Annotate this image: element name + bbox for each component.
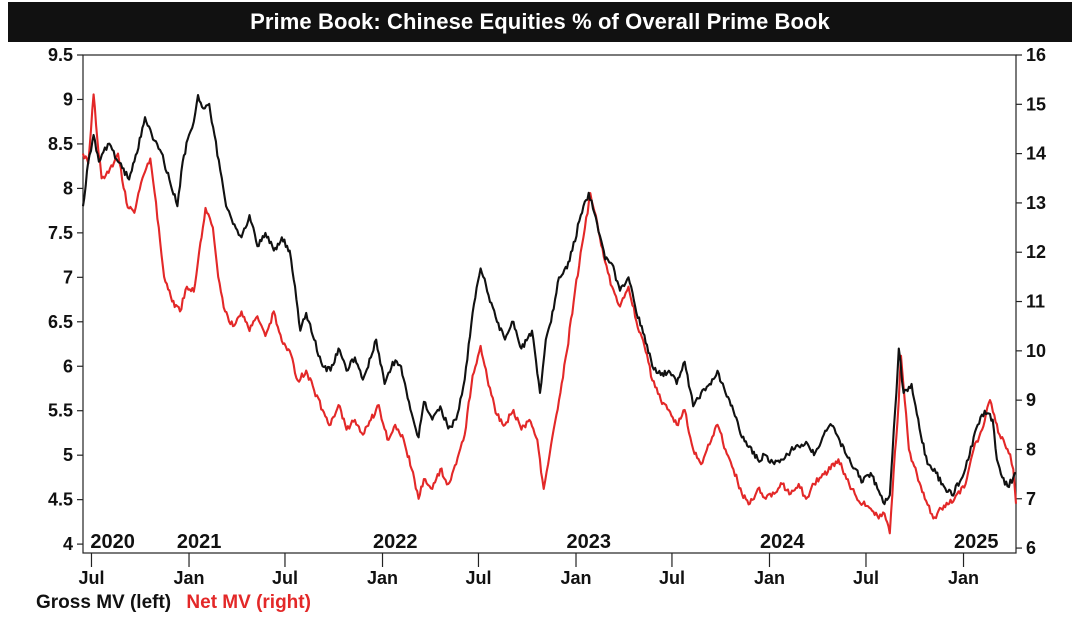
series-net-mv-line [81,93,1018,535]
year-label: 2020 [90,531,135,553]
plot-frame [82,54,1017,554]
right-tick-label: 9 [1026,390,1036,410]
legend-net-mv: Net MV (right) [186,592,311,613]
left-tick-label: 4 [63,534,73,554]
x-tick-label: Jan [948,568,979,588]
x-tick-label: Jan [174,568,205,588]
series-gross-mv-line [81,93,1017,506]
year-labels: 2020 2021 2022 2023 2024 2025 [90,531,998,553]
left-axis: 4 4.5 5 5.5 6 6.5 7 7.5 8 8.5 9 9.5 [48,45,83,554]
right-tick-label: 13 [1026,193,1046,213]
right-tick-label: 15 [1026,94,1046,114]
x-tick-label: Jul [78,568,104,588]
plot-area [82,54,1017,554]
left-tick-label: 7.5 [48,223,73,243]
chart-title: Prime Book: Chinese Equities % of Overal… [8,2,1072,42]
year-label: 2021 [177,531,222,553]
x-tick-label: Jul [272,568,298,588]
right-axis: 6 7 8 9 10 11 12 13 14 15 16 [1016,45,1046,558]
left-tick-label: 8.5 [48,134,73,154]
x-tick-label: Jul [465,568,491,588]
left-tick-label: 6 [63,356,73,376]
left-tick-label: 5 [63,445,73,465]
right-tick-label: 10 [1026,341,1046,361]
left-tick-label: 9.5 [48,45,73,65]
right-tick-label: 11 [1026,292,1045,312]
year-label: 2022 [373,531,418,553]
x-tick-label: Jan [754,568,785,588]
x-tick-label: Jan [367,568,398,588]
series-layer [81,93,1018,535]
legend-gross-mv: Gross MV (left) [36,592,172,613]
x-tick-label: Jan [560,568,591,588]
right-tick-label: 14 [1026,144,1046,164]
right-tick-label: 12 [1026,242,1046,262]
x-axis: Jul Jan Jul Jan Jul Jan Jul Jan Jul Jan [78,553,979,588]
right-tick-label: 7 [1026,489,1036,509]
left-tick-label: 7 [63,267,73,287]
x-tick-label: Jul [659,568,685,588]
year-label: 2024 [760,531,805,553]
right-tick-label: 6 [1026,538,1036,558]
year-label: 2023 [566,531,611,553]
x-tick-label: Jul [853,568,879,588]
left-tick-label: 8 [63,178,73,198]
legend: Gross MV (left) Net MV (right) [36,592,311,614]
right-tick-label: 8 [1026,439,1036,459]
left-tick-label: 5.5 [48,401,73,421]
left-tick-label: 9 [63,89,73,109]
left-tick-label: 4.5 [48,490,73,510]
year-label: 2025 [954,531,999,553]
right-tick-label: 16 [1026,45,1046,65]
left-tick-label: 6.5 [48,312,73,332]
